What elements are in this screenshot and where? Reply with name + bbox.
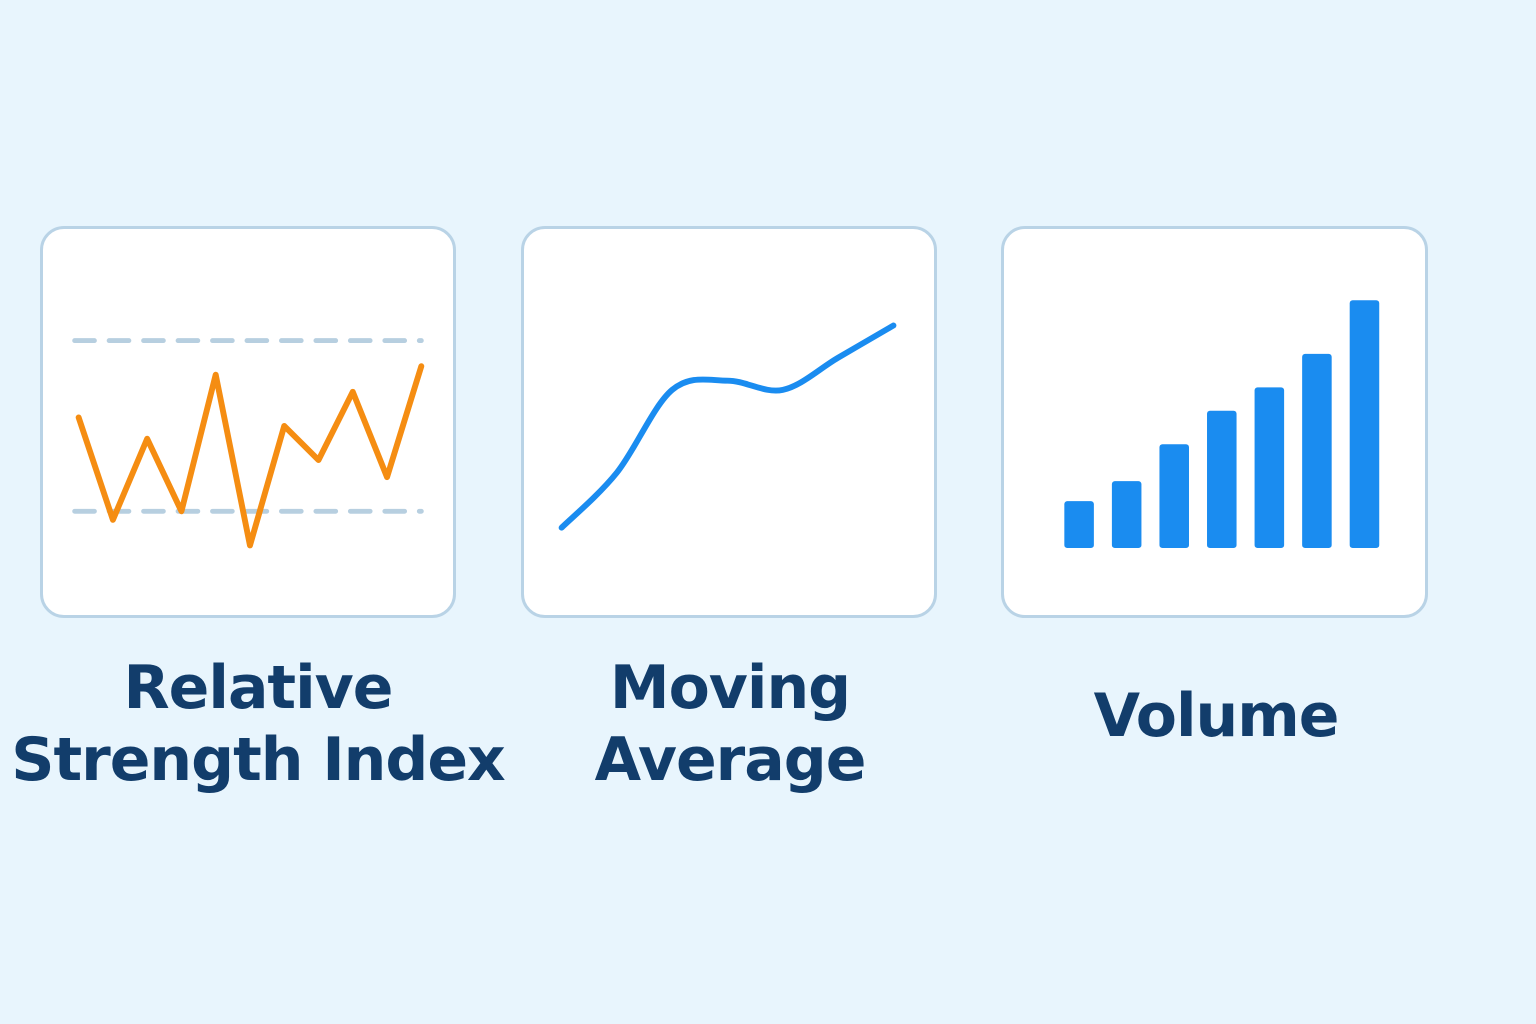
moving-average-label-line-1: Moving	[609, 653, 851, 723]
volume-label: Volume	[990, 680, 1442, 752]
volume-bar	[1064, 501, 1094, 549]
moving-average-card[interactable]	[521, 226, 937, 618]
moving-average-label: Moving Average	[480, 652, 980, 796]
rsi-line	[75, 363, 425, 549]
moving-average-chart-icon	[558, 322, 897, 531]
rsi-label: Relative Strength Index	[10, 652, 506, 796]
rsi-label-line-1: Relative	[123, 653, 393, 723]
volume-bar	[1159, 444, 1189, 549]
volume-card[interactable]	[1001, 226, 1428, 618]
volume-bar-chart-icon	[1064, 300, 1380, 549]
volume-bar	[1302, 353, 1332, 549]
volume-label-line-1: Volume	[1093, 681, 1340, 751]
rsi-chart-icon	[72, 338, 425, 549]
rsi-card[interactable]	[40, 226, 456, 618]
volume-bar	[1254, 387, 1285, 549]
moving-average-line	[558, 322, 897, 531]
volume-bar	[1111, 481, 1142, 549]
volume-bar	[1349, 300, 1380, 549]
volume-bar	[1207, 410, 1237, 549]
moving-average-label-line-2: Average	[594, 725, 867, 795]
rsi-label-line-2: Strength Index	[11, 725, 506, 795]
